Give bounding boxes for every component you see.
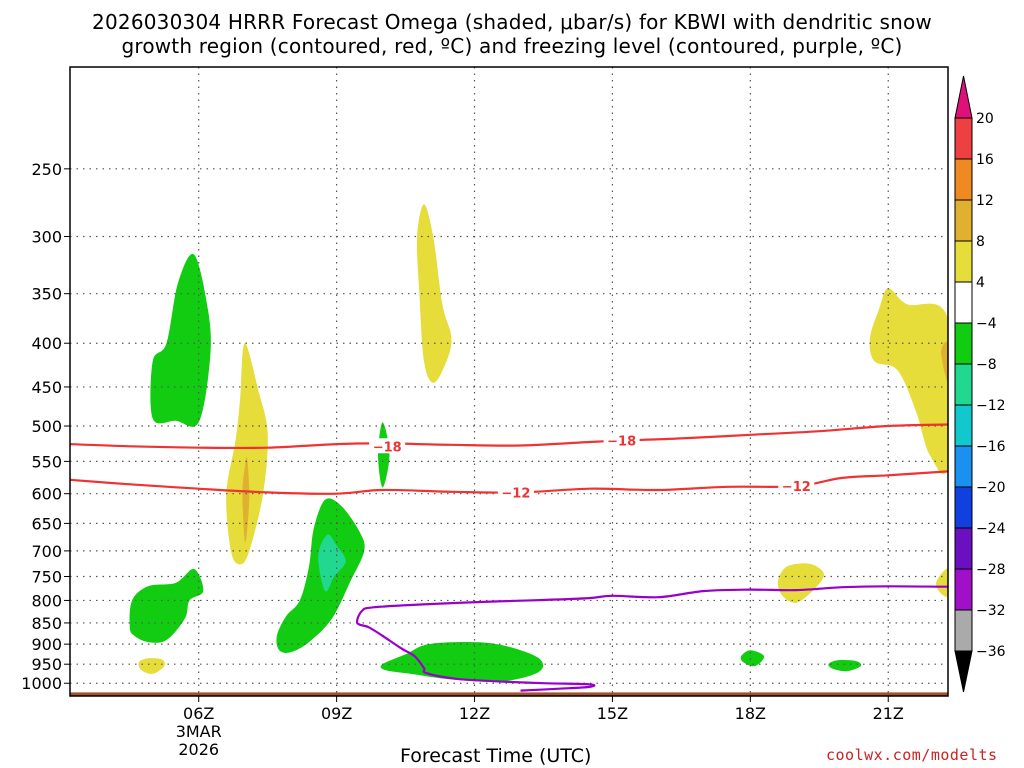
y-tick-label-500: 500 — [31, 417, 62, 436]
y-tick-label-250: 250 — [31, 160, 62, 179]
omega-region-5 — [242, 456, 250, 543]
y-tick-label-950: 950 — [31, 655, 62, 674]
y-tick-label-850: 850 — [31, 614, 62, 633]
chart-title-line1: 2026030304 HRRR Forecast Omega (shaded, … — [92, 10, 932, 34]
colorbar-label-13: −32 — [976, 603, 1006, 619]
omega-region-12 — [740, 650, 765, 667]
colorbar-label-3: 12 — [976, 193, 994, 209]
plot-frame — [69, 66, 949, 697]
y-tick-label-700: 700 — [31, 542, 62, 561]
y-tick-label-300: 300 — [31, 227, 62, 246]
dgz-label-bg — [497, 484, 534, 500]
omega-region-11 — [777, 563, 824, 603]
x-tick-sublabel-year: 2026 — [178, 740, 219, 759]
y-tick-label-750: 750 — [31, 567, 62, 586]
freezing-level-contour — [355, 585, 948, 692]
omega-region-1 — [150, 253, 211, 427]
colorbar: 20 16 12 8 4 −4 −8 −12 −16 −20 −24 −28 −32 −36 — [954, 75, 1006, 693]
dgz-contour--18 — [70, 423, 948, 450]
omega-region-2 — [129, 568, 204, 643]
omega-region-15 — [941, 341, 948, 383]
ground-strip — [70, 692, 948, 696]
colorbar-bin-2 — [954, 158, 973, 201]
omega-region-13 — [828, 660, 862, 672]
colorbar-bin-1 — [954, 117, 973, 160]
x-tick-label-12Z: 12Z — [459, 704, 490, 723]
dgz-contour-label--18-2: −18 — [607, 435, 636, 450]
colorbar-bin-5 — [954, 281, 973, 324]
colorbar-label-6: −4 — [976, 316, 997, 332]
chart-title-line2: growth region (contoured, red, ºC) and f… — [121, 34, 903, 58]
y-tick-label-600: 600 — [31, 485, 62, 504]
x-tick-label-21Z: 21Z — [873, 704, 904, 723]
colorbar-bin-12 — [954, 568, 973, 611]
plot-border — [69, 66, 949, 697]
colorbar-bin-8 — [954, 404, 973, 447]
omega-shading-layer — [129, 204, 948, 682]
colorbar-label-10: −20 — [976, 480, 1006, 496]
ground-layer — [70, 692, 948, 696]
omega-region-4 — [226, 343, 268, 565]
y-tick-label-650: 650 — [31, 514, 62, 533]
y-tick-label-400: 400 — [31, 334, 62, 353]
colorbar-label-2: 16 — [976, 152, 994, 168]
colorbar-arrow-top — [954, 75, 973, 119]
omega-region-3 — [138, 658, 165, 674]
colorbar-bin-11 — [954, 527, 973, 570]
colorbar-label-8: −12 — [976, 398, 1006, 414]
omega-region-7 — [318, 534, 346, 592]
x-tick-label-09Z: 09Z — [321, 704, 352, 723]
colorbar-label-12: −28 — [976, 562, 1006, 578]
x-axis-label: Forecast Time (UTC) — [400, 745, 592, 767]
y-tick-label-800: 800 — [31, 591, 62, 610]
dgz-contour-label--12-2: −12 — [782, 480, 811, 495]
dgz-label-bg — [778, 478, 815, 494]
colorbar-label-14: −36 — [976, 644, 1006, 660]
colorbar-label-4: 8 — [976, 234, 985, 250]
y-axis: 250 300 350 400 450 500 550 600 650 700 750 800 850 9… — [21, 160, 70, 693]
colorbar-label-9: −16 — [976, 439, 1006, 455]
colorbar-bin-10 — [954, 486, 973, 529]
x-tick-label-06Z: 06Z — [183, 704, 214, 723]
omega-region-10 — [380, 641, 544, 682]
colorbar-bin-7 — [954, 363, 973, 406]
contour-layer: −18 −18 −12 −12 — [70, 423, 948, 692]
colorbar-label-5: 4 — [976, 275, 985, 291]
dgz-label-bg — [369, 438, 406, 454]
colorbar-bin-6 — [954, 322, 973, 365]
colorbar-label-7: −8 — [976, 357, 997, 373]
y-tick-label-450: 450 — [31, 378, 62, 397]
y-tick-label-550: 550 — [31, 452, 62, 471]
x-tick-label-18Z: 18Z — [735, 704, 766, 723]
y-tick-label-900: 900 — [31, 635, 62, 654]
y-tick-label-1000: 1000 — [21, 674, 62, 693]
omega-region-14 — [869, 288, 948, 474]
colorbar-bin-13 — [954, 609, 973, 652]
dgz-contour-label--18-1: −18 — [373, 440, 402, 455]
dgz-contour-label--12-1: −12 — [501, 486, 530, 501]
source-credit: coolwx.com/modelts — [826, 746, 998, 764]
x-tick-sublabel-date: 3MAR — [176, 722, 222, 741]
colorbar-label-1: 20 — [976, 111, 994, 127]
grid-layer — [70, 67, 948, 696]
colorbar-bin-3 — [954, 199, 973, 242]
dgz-label-bg — [603, 432, 640, 448]
colorbar-arrow-bottom — [954, 650, 973, 693]
colorbar-bin-9 — [954, 445, 973, 488]
colorbar-label-11: −24 — [976, 521, 1006, 537]
omega-region-16 — [935, 568, 948, 597]
y-tick-label-350: 350 — [31, 285, 62, 304]
x-tick-label-15Z: 15Z — [597, 704, 628, 723]
colorbar-bin-4 — [954, 240, 973, 283]
